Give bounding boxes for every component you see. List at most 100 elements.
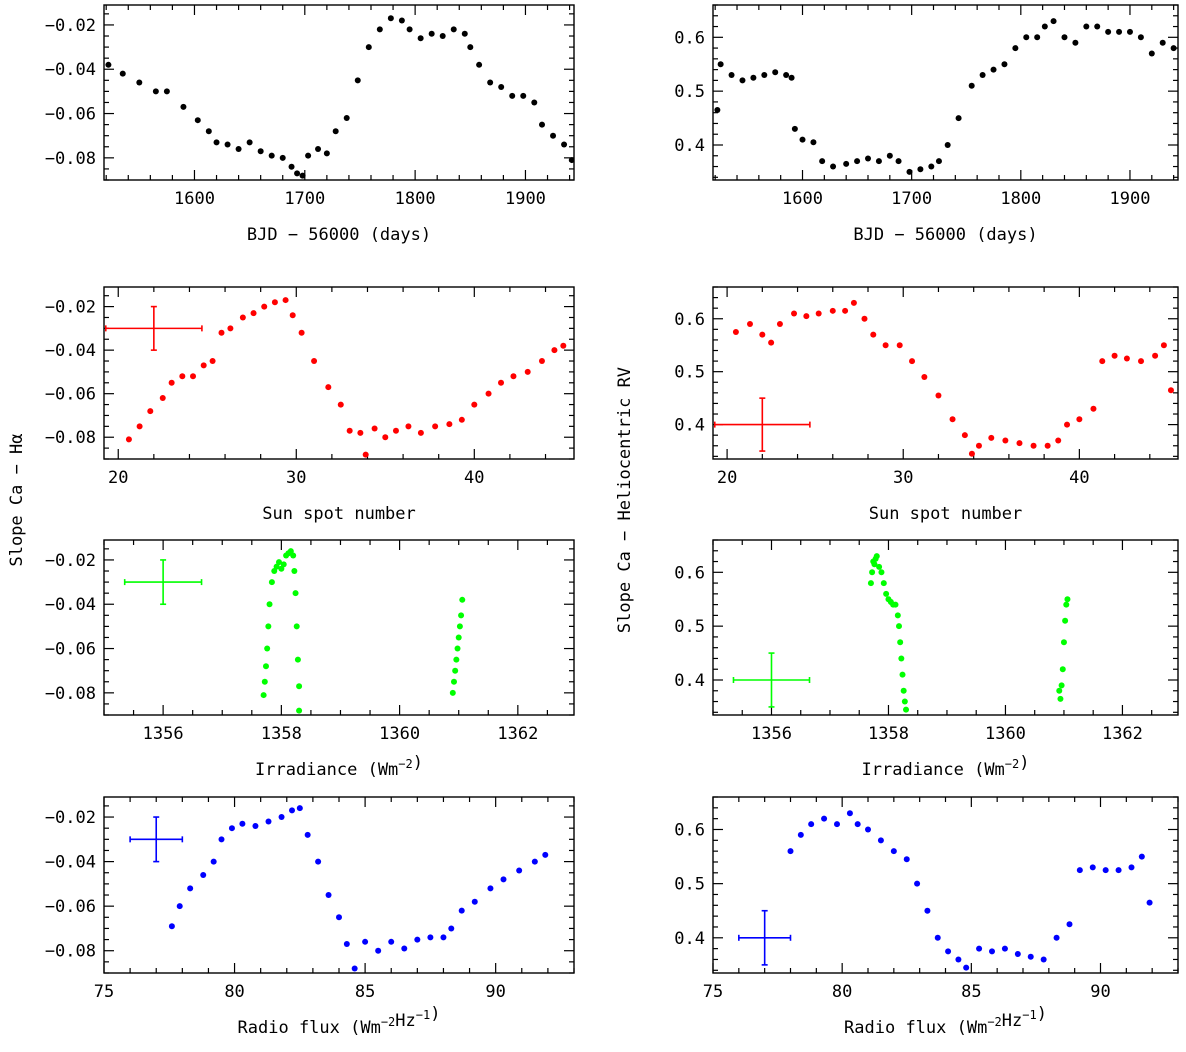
data-point [485,390,492,397]
data-point [325,892,332,899]
data-point [877,837,884,844]
data-point [262,663,269,670]
x-tick-label: 90 [485,982,505,1002]
data-point [246,139,253,146]
data-point [1123,355,1130,362]
data-point [1002,437,1009,444]
data-point [914,880,921,887]
x-tick-label: 1800 [395,189,436,209]
y-tick-label: 0.4 [674,416,705,436]
data-point [487,79,494,86]
x-tick-label: 1356 [751,724,792,744]
data-point [1137,34,1144,41]
data-point [876,563,883,570]
x-tick-label: 1600 [782,189,823,209]
data-point [819,158,826,165]
x-tick-label: 1800 [1000,189,1041,209]
data-point [1072,39,1079,46]
data-point [498,83,505,90]
data-point [903,856,910,863]
data-point [873,553,880,560]
data-point [788,74,795,81]
data-point [509,92,516,99]
data-point [471,401,478,408]
data-point [450,26,457,33]
data-point [865,826,871,833]
data-point [417,35,424,42]
data-point [1064,421,1071,428]
plot-frame [103,539,575,716]
data-point [392,427,399,434]
y-tick-label: 0.6 [674,820,705,840]
x-tick-label: 75 [703,982,723,1002]
data-point [487,885,494,892]
data-point [190,373,197,380]
panel-sunspot-rv: 20 30 40 0.4 0.5 0.6 Sun spot number [674,286,1179,524]
data-point [1094,23,1101,30]
error-bar [713,397,811,452]
data-point [427,934,434,941]
y-tick-label: −0.02 [45,808,96,828]
y-tick-label: 0.5 [674,875,705,895]
data-point [125,436,132,443]
y-tick-label: −0.02 [45,16,96,36]
data-point [1066,921,1073,928]
data-series [168,805,549,972]
data-point [1146,899,1153,906]
plot-frame [103,4,575,181]
data-series [105,15,574,179]
data-point [1076,867,1083,874]
data-point [289,807,295,814]
data-point [376,26,383,33]
data-point [909,358,916,365]
x-tick-label: 1360 [379,724,420,744]
data-point [561,141,568,148]
data-point [315,858,322,865]
data-series [714,18,1177,175]
data-point [975,442,982,449]
plot-frame [712,286,1179,460]
data-point [921,373,928,380]
data-point [935,158,942,165]
data-point [917,166,924,173]
data-point [898,655,905,662]
data-point [988,434,995,441]
data-point [287,548,294,555]
data-point [1001,61,1008,68]
data-point [850,299,857,306]
data-point [456,623,463,630]
x-axis-label: Radio flux (Wm−2Hz−1) [238,1004,441,1038]
data-point [432,423,439,430]
data-point [739,77,746,84]
plot-frame [712,539,1179,716]
data-point [450,678,457,685]
y-tick-label: −0.02 [45,551,96,571]
data-point [1061,34,1068,41]
panel-radio-rv: 75 80 85 90 0.4 0.5 0.6 Radio flux (Wm−2Hz−1) [674,796,1179,1038]
y-tick-label: −0.02 [45,298,96,318]
data-point [568,157,574,164]
data-point [883,590,890,597]
data-point [159,395,166,402]
data-point [323,150,330,157]
data-point [453,656,460,663]
panel-time-slope: 1600 1700 1800 1900 −0.08 −0.06 −0.04 −0.02 BJD … [45,4,575,245]
data-point [1126,28,1133,35]
data-point [1152,352,1159,359]
data-point [1001,945,1008,952]
y-tick-label: 0.5 [674,363,705,383]
data-point [976,945,983,952]
data-series [260,548,466,714]
data-point [288,163,295,170]
data-series [732,299,1174,457]
data-point [843,160,850,167]
data-point [1056,687,1063,694]
data-point [870,331,877,338]
data-point [846,810,853,817]
y-tick-label: −0.04 [45,341,96,361]
data-point [210,858,217,865]
x-tick-label: 1362 [497,724,538,744]
x-tick-label: 1600 [174,189,215,209]
y-tick-label: −0.06 [45,640,96,660]
